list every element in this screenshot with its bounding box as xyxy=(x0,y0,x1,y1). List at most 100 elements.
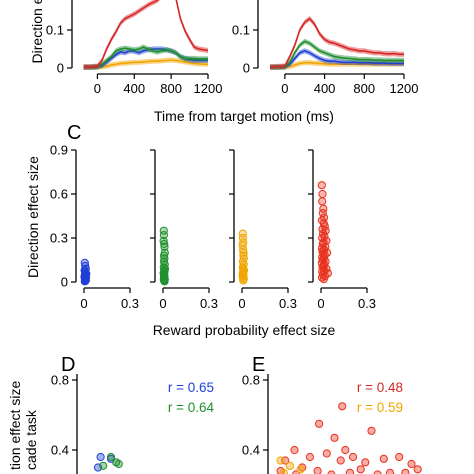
panel-e: 0.4 0.8 r = 0.48 r = 0.59 xyxy=(242,373,422,474)
y-tick-label: 0.8 xyxy=(51,373,69,388)
data-point xyxy=(318,189,327,199)
data-point xyxy=(160,242,169,251)
data-point xyxy=(395,452,404,462)
data-point xyxy=(345,468,354,474)
data-point xyxy=(330,433,339,442)
panel-d: 0.4 0.8 r = 0.65 r = 0.64 xyxy=(51,373,215,474)
data-point xyxy=(305,452,314,462)
data-point xyxy=(160,277,169,286)
data-point xyxy=(313,466,322,474)
data-point xyxy=(239,248,248,257)
y-tick-label: 0 xyxy=(57,61,64,76)
data-point xyxy=(338,402,347,411)
y-axis-title-line: tion effect size xyxy=(7,381,23,470)
data-point xyxy=(296,465,305,474)
data-point xyxy=(290,445,299,455)
panel-c-subplot-4: 0 0.3 xyxy=(308,149,376,311)
panel-c-subplot-1: 0 0.3 0.6 0.9 0 0.3 xyxy=(50,143,139,312)
correlation-label: r = 0.65 xyxy=(168,380,214,395)
data-point xyxy=(276,456,285,465)
data-point xyxy=(159,231,168,240)
data-point xyxy=(239,245,248,254)
panel-c-y-axis-title: Direction effect size xyxy=(25,156,41,278)
panel-c-subplot-2: 0 0.3 xyxy=(150,149,218,311)
y-tick-label: 0.1 xyxy=(232,23,250,38)
panel-c: 00.30.60.90 0.3 0 0.3 0 0.3 0 0.3 xyxy=(50,143,376,312)
panel-d-y-axis-title: tion effect sizecade task xyxy=(7,381,39,470)
data-point xyxy=(160,239,169,248)
y-tick-label: 0.3 xyxy=(50,231,68,246)
data-point xyxy=(348,452,358,462)
data-point xyxy=(319,275,328,284)
data-point xyxy=(336,456,345,465)
data-point xyxy=(160,254,169,263)
x-tick-label: 1200 xyxy=(194,81,223,96)
x-tick-label: 0 xyxy=(159,296,166,311)
x-tick-label: 800 xyxy=(353,81,375,96)
data-point xyxy=(160,251,169,260)
timecourse-panels: 0 0.1 0 400 800 1200 0 0.1 0 400 800 1200 xyxy=(46,0,419,96)
data-point xyxy=(413,465,422,474)
data-point xyxy=(361,458,370,467)
correlation-label: r = 0.48 xyxy=(357,380,403,395)
data-point xyxy=(81,276,90,285)
data-point xyxy=(327,470,336,474)
data-point xyxy=(315,419,324,428)
data-point xyxy=(341,445,350,455)
data-point xyxy=(159,236,168,245)
data-point xyxy=(239,251,248,260)
x-tick-label: 1200 xyxy=(390,81,419,96)
series-line xyxy=(83,46,208,68)
series-line xyxy=(270,40,404,68)
data-point xyxy=(99,461,108,470)
data-point xyxy=(159,226,168,235)
y-tick-label: 0 xyxy=(243,61,250,76)
data-point xyxy=(373,470,382,474)
series-band xyxy=(270,48,404,70)
series-band xyxy=(270,16,404,70)
data-point xyxy=(238,229,247,238)
top-y-axis-title: Direction e xyxy=(29,0,45,63)
data-point xyxy=(323,269,332,278)
data-point xyxy=(318,197,327,206)
series-line xyxy=(270,61,404,68)
data-point xyxy=(401,468,410,474)
x-tick-label: 0 xyxy=(281,81,288,96)
y-axis-title-line: cade task xyxy=(23,409,39,470)
y-tick-label: 0.4 xyxy=(51,443,69,458)
x-tick-label: 0 xyxy=(317,296,324,311)
timecourse-right: 0 0.1 0 400 800 1200 xyxy=(232,0,419,96)
x-tick-label: 400 xyxy=(123,81,145,96)
correlation-label: r = 0.59 xyxy=(357,400,403,415)
x-tick-label: 0 xyxy=(238,296,245,311)
data-point xyxy=(385,468,395,474)
x-tick-label: 400 xyxy=(314,81,336,96)
y-tick-label: 0.9 xyxy=(50,143,68,158)
x-tick-label: 0 xyxy=(94,81,101,96)
series-line xyxy=(269,17,404,68)
y-tick-label: 0 xyxy=(61,275,68,290)
data-point xyxy=(322,449,331,458)
data-point xyxy=(367,426,376,435)
data-point xyxy=(285,461,294,470)
data-point xyxy=(160,248,169,257)
data-point xyxy=(106,452,116,462)
y-tick-label: 0.1 xyxy=(46,23,64,38)
correlation-label: r = 0.64 xyxy=(168,400,215,415)
data-point xyxy=(356,465,365,474)
series-line xyxy=(83,0,209,68)
series-line xyxy=(83,59,208,68)
data-point xyxy=(379,454,388,463)
panel-e-letter: E xyxy=(252,354,265,376)
timecourse-left: 0 0.1 0 400 800 1200 xyxy=(46,0,223,96)
series-band xyxy=(83,46,208,70)
data-point xyxy=(96,452,105,462)
data-point xyxy=(239,276,248,285)
y-tick-label: 0.4 xyxy=(242,443,260,458)
data-point xyxy=(317,181,326,190)
data-point xyxy=(407,459,416,469)
x-tick-label: 0.3 xyxy=(200,296,218,311)
x-tick-label: 0.3 xyxy=(121,296,139,311)
data-point xyxy=(279,468,288,474)
